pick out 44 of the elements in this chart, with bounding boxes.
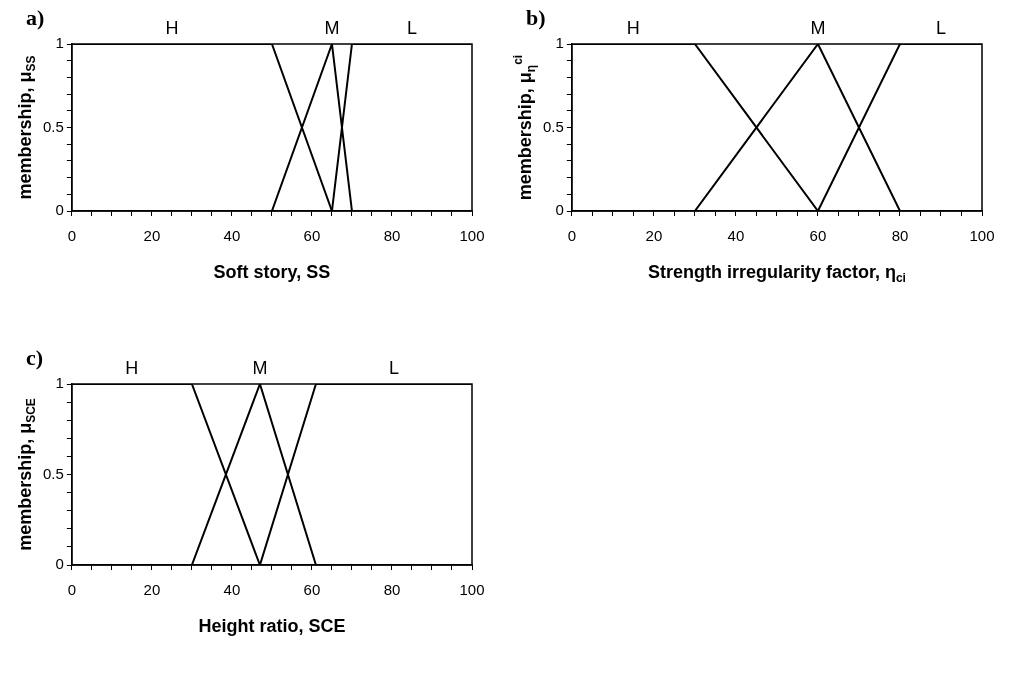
series-label: M — [810, 17, 826, 38]
x-tick-label: 0 — [67, 581, 77, 599]
series-label: H — [626, 17, 640, 38]
x-tick-label: 40 — [727, 227, 745, 245]
series-label: M — [324, 17, 340, 38]
y-tick-label: 0 — [555, 201, 564, 219]
x-tick-label: 20 — [143, 227, 161, 245]
x-tick-label: 100 — [459, 581, 485, 599]
x-tick-label: 0 — [67, 227, 77, 245]
series-label: L — [388, 357, 399, 378]
series-label: M — [252, 357, 268, 378]
x-tick-label: 60 — [303, 227, 321, 245]
chart-title: c) — [26, 344, 44, 370]
y-axis-title: membership, μηci — [511, 54, 538, 201]
y-tick-label: 0 — [55, 201, 64, 219]
y-tick-label: 0.5 — [42, 117, 64, 135]
x-tick-label: 100 — [969, 227, 995, 245]
x-axis-title: Height ratio, SCE — [198, 615, 346, 636]
x-tick-label: 60 — [809, 227, 827, 245]
x-tick-label: 20 — [143, 581, 161, 599]
x-tick-label: 60 — [303, 581, 321, 599]
series-label: H — [165, 17, 179, 38]
chart-title: b) — [526, 4, 546, 30]
x-tick-label: 20 — [645, 227, 663, 245]
y-tick-label: 1 — [555, 34, 564, 52]
chart-title: a) — [26, 4, 45, 30]
y-tick-label: 0.5 — [542, 117, 564, 135]
series-label: L — [406, 17, 417, 38]
y-tick-label: 0.5 — [42, 464, 64, 482]
y-axis-title: membership, μSS — [14, 55, 38, 200]
y-tick-label: 0 — [55, 555, 64, 573]
x-tick-label: 40 — [223, 581, 241, 599]
x-tick-label: 100 — [459, 227, 485, 245]
x-tick-label: 0 — [567, 227, 577, 245]
series-label: H — [125, 357, 139, 378]
x-tick-label: 40 — [223, 227, 241, 245]
x-tick-label: 80 — [383, 581, 401, 599]
x-tick-label: 80 — [383, 227, 401, 245]
x-axis-title: Soft story, SS — [213, 261, 331, 282]
x-tick-label: 80 — [891, 227, 909, 245]
y-axis-title: membership, μSCE — [14, 398, 38, 551]
y-tick-label: 1 — [55, 34, 64, 52]
series-label: L — [935, 17, 946, 38]
y-tick-label: 1 — [55, 374, 64, 392]
